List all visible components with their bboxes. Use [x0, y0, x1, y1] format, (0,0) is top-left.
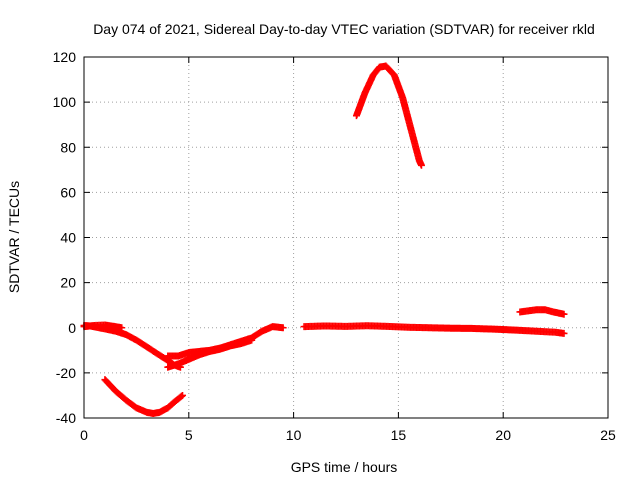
chart-title: Day 074 of 2021, Sidereal Day-to-day VTE… [93, 21, 595, 37]
data-point [560, 310, 568, 318]
y-tick-label: 40 [60, 230, 76, 246]
series-track-rise [164, 323, 287, 360]
y-tick-label: 20 [60, 275, 76, 291]
x-axis-label: GPS time / hours [291, 459, 398, 475]
y-tick-label: 100 [53, 94, 77, 110]
x-tick-label: 20 [495, 427, 511, 443]
data-points [80, 62, 568, 417]
data-point [118, 324, 126, 332]
x-tick-label: 15 [391, 427, 407, 443]
axis-ticks [83, 56, 609, 419]
y-tick-label: 0 [68, 320, 76, 336]
series-track-late-8 [516, 306, 568, 318]
data-point [177, 392, 185, 400]
data-point [560, 329, 568, 337]
y-tick-label: 80 [60, 139, 76, 155]
x-tick-label: 10 [286, 427, 302, 443]
y-tick-label: 60 [60, 184, 76, 200]
series-track-drift-zero [80, 321, 126, 332]
tick-labels: 0 5 10 15 20 25 -40 -20 0 20 40 60 80 100 120 [53, 49, 616, 443]
x-tick-label: 25 [600, 427, 616, 443]
data-point [248, 336, 256, 344]
series-track-dip-38 [101, 376, 187, 417]
grid-lines [84, 57, 608, 418]
data-point [417, 161, 425, 169]
y-tick-label: -40 [56, 410, 76, 426]
x-tick-label: 0 [80, 427, 88, 443]
series-track-peak-116 [352, 62, 425, 169]
data-point [279, 324, 287, 332]
y-axis-label: SDTVAR / TECUs [6, 181, 22, 293]
series-track-lower-bump [164, 336, 256, 371]
x-tick-label: 5 [185, 427, 193, 443]
y-tick-label: -20 [56, 365, 76, 381]
series-track-flat [300, 322, 568, 337]
data-point [179, 391, 187, 399]
plot-frame [83, 56, 609, 419]
y-tick-label: 120 [53, 49, 77, 65]
